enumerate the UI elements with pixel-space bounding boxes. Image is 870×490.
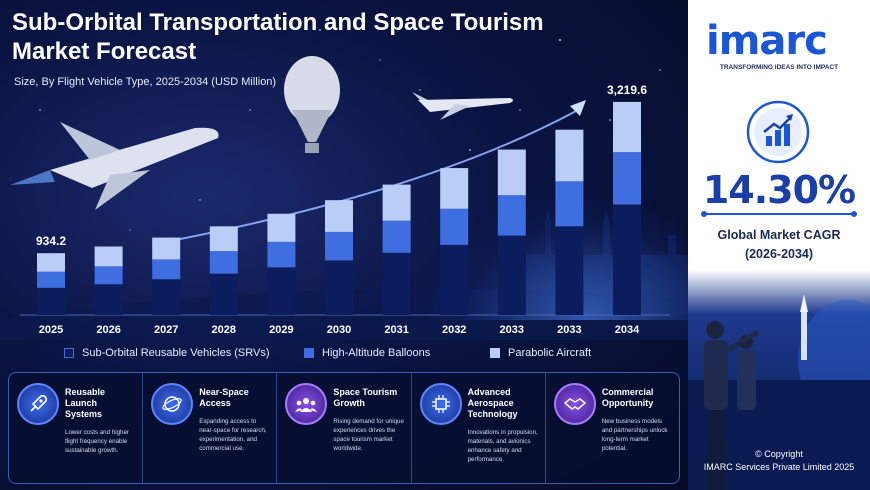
feature-card-reusable-launch: Reusable Launch Systems Lower costs and … [9,373,144,483]
cagr-label: Global Market CAGR (2026-2034) [688,226,870,264]
bar-segment-balloons [555,181,584,227]
feature-title: Reusable Launch Systems [65,387,106,419]
legend-item-srv: Sub-Orbital Reusable Vehicles (SRVs) [64,347,270,359]
bar-segment-srv [152,279,181,315]
brand-tagline: TRANSFORMING IDEAS INTO IMPACT [719,64,839,71]
legend-label-srv: Sub-Orbital Reusable Vehicles (SRVs) [82,347,270,359]
feature-description: New business models and partnerships unl… [601,418,668,452]
bar-segment-balloons [37,271,65,288]
bar-segment-balloons [613,152,641,205]
feature-description: Innovations in propulsion, materials, an… [467,429,538,463]
bar-segment-balloons [497,195,526,236]
bar-segment-balloons [440,208,469,245]
high-altitude-balloon-illustration [284,56,340,153]
bar-segment-srv [37,287,65,315]
feature-title: Commercial Opportunity [601,387,654,408]
bar-segment-parabolic [209,226,238,252]
feature-card-tourism-growth: Space Tourism Growth Rising demand for u… [277,373,412,483]
bar-segment-srv [613,204,641,315]
feature-card-commercial: Commercial Opportunity New business mode… [546,373,679,483]
parabolic-aircraft-illustration [412,92,513,120]
imarc-logo: imarc [706,18,828,64]
bar-segment-balloons [94,266,123,285]
bar-segment-balloons [209,251,238,274]
x-tick-label: 2031 [384,324,408,336]
feature-card-aerospace-tech: Advanced Aerospace Technology Innovation… [412,373,546,483]
bar-segment-srv [209,273,238,315]
space-shuttle-illustration [10,122,219,210]
cagr-label-line-1: Global Market CAGR [717,228,841,242]
brand-side-panel: imarc TRANSFORMING IDEAS INTO IMPACT 14.… [688,0,870,490]
bar-segment-srv [440,244,469,315]
infographic-main-panel: Sub-Orbital Transportation and Space Tou… [0,0,688,490]
rocket-icon [17,383,59,425]
bar-segment-srv [94,284,123,315]
bar-segment-balloons [325,231,353,261]
bar-segment-balloons [267,241,296,268]
bar-segment-srv [325,260,353,315]
legend-label-parabolic: Parabolic Aircraft [508,347,592,359]
cagr-value: 14.30% [702,168,856,212]
copyright-line-2: IMARC Services Private Limited 2025 [703,462,855,472]
legend-swatch-balloons [304,348,314,358]
bar-segment-parabolic [37,253,65,272]
legend-swatch-parabolic [490,348,500,358]
stacked-bar-chart: 2025 934.2 2026 2027 2028 2029 2030 2031 2032 203… [20,83,670,336]
chip-icon [419,383,462,425]
data-label: 3,219.6 [607,83,647,97]
bar-segment-srv [382,252,411,315]
legend-label-balloons: High-Altitude Balloons [322,347,431,359]
feature-title: Space Tourism Growth [333,387,398,408]
bar-segment-parabolic [497,149,526,196]
bar-segment-balloons [382,220,411,253]
bar-segment-srv [497,235,526,315]
x-tick-label: 2026 [96,324,120,336]
people-icon [285,383,328,425]
bar-segment-srv [555,226,584,315]
bar-segment-parabolic [440,168,469,209]
bar-segment-parabolic [325,200,353,232]
cagr-label-line-2: (2026-2034) [744,247,814,261]
x-tick-label: 2034 [615,324,640,336]
legend-item-balloons: High-Altitude Balloons [304,347,430,359]
globe-icon [151,383,194,425]
feature-title: Advanced Aerospace Technology [467,387,518,419]
bar-segment-parabolic [267,213,296,242]
feature-description: Expanding access to near-space for resea… [199,418,267,452]
copyright-line-1: © Copyright [755,449,803,459]
divider [701,211,857,217]
x-tick-label: 2030 [327,324,351,336]
x-tick-label: 2025 [39,324,63,336]
bar-segment-parabolic [152,237,181,260]
feature-cards: Reusable Launch Systems Lower costs and … [8,372,680,484]
copyright: © Copyright IMARC Services Private Limit… [688,448,870,474]
x-tick-label: 2029 [269,324,293,336]
family-spaceport-scene [688,270,870,490]
x-tick-label: 2032 [442,324,466,336]
chart-subtitle: Size, By Flight Vehicle Type, 2025-2034 … [14,76,277,88]
bar-segment-parabolic [555,129,584,182]
bar-segment-parabolic [613,101,641,153]
growth-chart-icon [746,100,810,164]
x-tick-label: 2033 [500,324,524,336]
feature-description: Lower costs and higher flight frequency … [65,429,129,454]
legend-swatch-srv [64,348,74,358]
feature-description: Rising demand for unique experiences dri… [333,418,404,452]
bar-segment-parabolic [94,246,123,267]
legend-item-parabolic: Parabolic Aircraft [490,347,591,359]
handshake-icon [553,383,596,425]
x-tick-label: 2033 [557,324,581,336]
bar-segment-srv [267,267,296,315]
chart-title: Sub-Orbital Transportation and Space Tou… [12,9,544,65]
feature-card-near-space: Near-Space Access Expanding access to ne… [143,373,278,483]
x-tick-label: 2027 [154,324,178,336]
data-label: 934.2 [36,234,66,248]
feature-title: Near-Space Access [199,387,249,408]
bar-segment-parabolic [382,184,411,221]
bar-segment-balloons [152,259,181,280]
x-tick-label: 2028 [212,324,236,336]
